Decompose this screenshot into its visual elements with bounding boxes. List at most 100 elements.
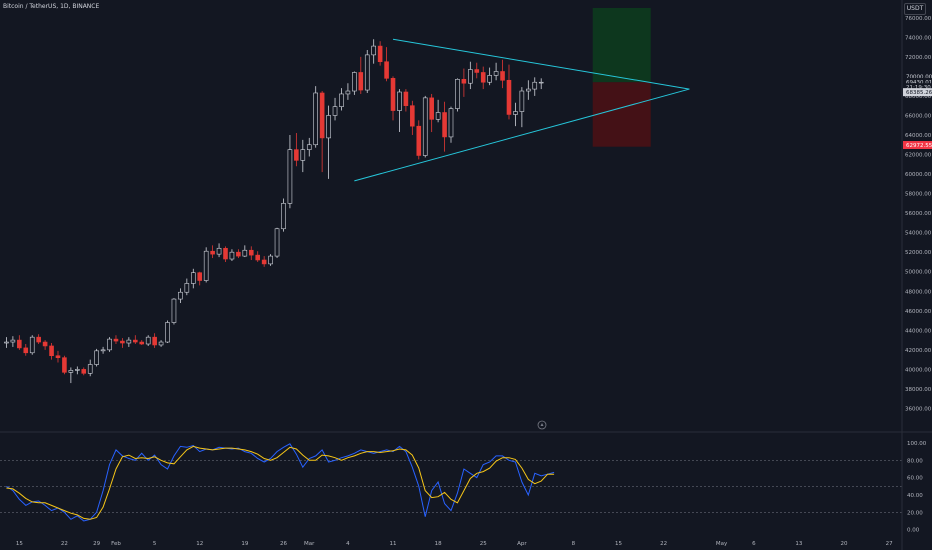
- candle: [455, 78, 460, 112]
- candle: [100, 346, 106, 354]
- stoch-tick-label: 0.00: [907, 528, 920, 534]
- stoch-tick-label: 20.00: [907, 510, 923, 516]
- candle-body: [113, 338, 119, 342]
- currency-button[interactable]: USDT: [904, 3, 926, 15]
- candle-body: [223, 247, 228, 260]
- candle: [36, 334, 41, 344]
- candle-body: [4, 341, 9, 344]
- candle-body: [197, 272, 203, 281]
- replay-cursor-icon[interactable]: [537, 420, 547, 430]
- triangle-upper-line[interactable]: [392, 38, 690, 90]
- candle: [10, 336, 16, 347]
- candle: [152, 333, 157, 348]
- stochastic-axis[interactable]: 0.00 20.00 40.00 60.00 80.00 100.00: [907, 441, 927, 534]
- candle-body: [274, 228, 280, 257]
- time-tick-label: 15: [615, 541, 622, 547]
- candle-body: [139, 341, 145, 345]
- candle: [49, 343, 54, 360]
- candle: [223, 246, 228, 262]
- time-tick-label: 19: [241, 541, 248, 547]
- candle-body: [62, 357, 67, 373]
- stoch-tick-label: 60.00: [907, 476, 923, 482]
- candle: [538, 78, 544, 90]
- candle-body: [203, 250, 209, 281]
- candle: [287, 134, 293, 209]
- candle-body: [538, 81, 544, 84]
- candle-body: [75, 369, 80, 371]
- time-tick-label: Mar: [304, 541, 315, 547]
- candle: [416, 120, 422, 160]
- candle-body: [332, 106, 338, 116]
- candle-body: [268, 255, 273, 265]
- candle: [75, 366, 80, 375]
- candle-body: [287, 149, 293, 204]
- candle-body: [145, 336, 151, 345]
- price-tick-label: 62000.00: [905, 153, 932, 159]
- price-badge-bg: [903, 72, 932, 81]
- candle: [171, 298, 177, 325]
- candle: [133, 335, 138, 344]
- time-tick-label: May: [716, 541, 728, 547]
- candle-body: [29, 336, 35, 354]
- stoch-tick-label: 100.00: [907, 441, 927, 447]
- candle: [384, 47, 389, 82]
- candle-body: [229, 251, 235, 260]
- candle-body: [448, 108, 454, 138]
- candle-body: [242, 249, 248, 257]
- candle: [410, 100, 415, 135]
- candle-body: [313, 92, 318, 146]
- candle-body: [306, 144, 312, 150]
- candle-body: [403, 91, 409, 106]
- candle: [197, 271, 203, 286]
- candle-body: [133, 339, 138, 343]
- candle-body: [364, 54, 370, 91]
- candle: [158, 340, 164, 347]
- candle-body: [480, 72, 486, 83]
- candle-body: [178, 291, 183, 300]
- candle: [255, 251, 261, 262]
- time-tick-label: 8: [572, 541, 576, 547]
- time-tick-label: 22: [61, 541, 68, 547]
- candle-body: [513, 111, 518, 115]
- triangle-lower-line[interactable]: [354, 88, 690, 182]
- candle: [474, 62, 480, 79]
- price-badge-label: 69430.01: [906, 80, 932, 86]
- candle: [68, 367, 74, 384]
- time-tick-label: 18: [435, 541, 442, 547]
- position-zones: [592, 8, 651, 147]
- candle: [281, 198, 286, 232]
- candle-body: [435, 112, 441, 120]
- candle: [487, 67, 492, 86]
- price-tick-label: 42000.00: [905, 348, 932, 354]
- price-tick-label: 54000.00: [905, 231, 932, 237]
- candle: [261, 256, 267, 267]
- candle: [165, 320, 170, 344]
- time-axis[interactable]: 15 22 29 Feb 5 12 19 26 Mar 4 11 18 25 Apr 8 15 22 May 6 13…: [16, 541, 893, 547]
- price-axis[interactable]: 36000.00 38000.00 40000.00 42000.00 44000.00…: [905, 16, 932, 413]
- price-tick-label: 74000.00: [905, 35, 932, 41]
- price-tick-label: 44000.00: [905, 328, 932, 334]
- candle: [42, 340, 48, 350]
- candle-body: [429, 97, 434, 120]
- candle: [300, 139, 306, 173]
- price-tick-label: 72000.00: [905, 55, 932, 61]
- candle-body: [55, 355, 61, 358]
- time-tick-label: 5: [153, 541, 157, 547]
- candle-body: [23, 347, 29, 354]
- stop-zone[interactable]: [592, 82, 651, 147]
- triangle-pattern[interactable]: [354, 38, 690, 182]
- candle-body: [49, 345, 54, 357]
- candle: [294, 133, 299, 167]
- time-tick-label: 11: [390, 541, 397, 547]
- candle: [513, 102, 518, 127]
- time-tick-label: 6: [752, 541, 756, 547]
- stoch-line-k: [6, 443, 555, 522]
- target-zone[interactable]: [592, 8, 651, 83]
- time-tick-label: 27: [886, 541, 893, 547]
- price-badge: 69430.01: [903, 77, 932, 86]
- candle: [81, 367, 87, 376]
- candle-body: [410, 105, 415, 127]
- candle: [87, 359, 93, 377]
